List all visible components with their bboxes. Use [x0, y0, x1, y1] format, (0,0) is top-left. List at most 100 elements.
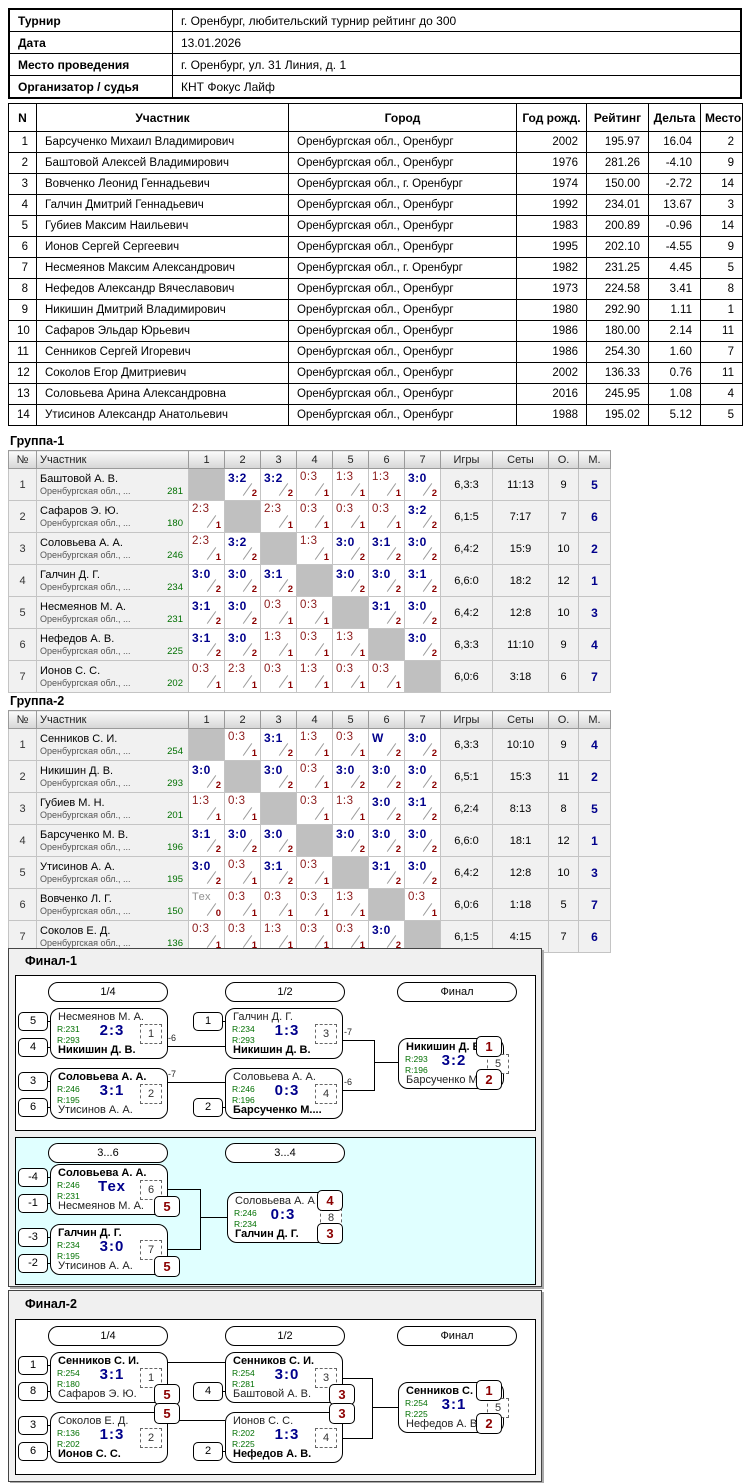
score-main: 3:2 — [228, 471, 247, 485]
info-row: Дата 13.01.2026 — [8, 31, 742, 54]
player-region: Оренбургская обл., ... — [40, 745, 131, 756]
score-points: 1 — [251, 748, 257, 759]
participant-row: 2 Баштовой Алексей Владимирович Оренбургск… — [8, 152, 743, 174]
player-number: 5 — [8, 596, 37, 629]
score-points: 2 — [251, 648, 257, 659]
score-points: 2 — [395, 940, 401, 951]
score-main: 0:3 — [228, 891, 246, 903]
score-cell: 0:3 1 — [296, 468, 333, 501]
sets-cell: 3:18 — [492, 660, 549, 693]
place-cell: 3 — [578, 856, 611, 889]
score-main: 0:3 — [192, 923, 210, 935]
score-cell: 3:0 2 — [332, 532, 369, 565]
score-points: 1 — [359, 748, 365, 759]
participant-city: Оренбургская обл., Оренбург — [288, 278, 517, 300]
group-2-title: Группа-2 — [10, 694, 65, 708]
participant-name: Нефедов Александр Вячеславович — [36, 278, 289, 300]
participant-city: Оренбургская обл., Оренбург — [288, 215, 517, 237]
score-main: 3:0 — [192, 763, 211, 777]
connector-line — [166, 1249, 200, 1250]
round-pill: Финал — [397, 982, 517, 1002]
player-name: Соловьева А. А. — [40, 536, 123, 549]
player-rating-label: R:234 — [232, 1024, 255, 1034]
player-name-cell: Баштовой А. В. Оренбургская обл., ... 281 — [36, 468, 189, 501]
player-name: Галчин Д. Г. — [40, 568, 100, 581]
group-header-cell: 2 — [224, 450, 261, 469]
group-player-row: 5 Утисинов А. А. Оренбургская обл., ... 195… — [8, 856, 611, 889]
participant-place: 4 — [700, 383, 743, 405]
match-card: Галчин Д. Г. Никишин Д. В. R:234 R:293 1:3 3 — [225, 1008, 343, 1059]
score-cell: 0:3 1 — [296, 500, 333, 533]
place-badge: 3 — [317, 1223, 343, 1244]
participant-name: Никишин Дмитрий Владимирович — [36, 299, 289, 321]
participant-year: 1976 — [516, 152, 587, 174]
player-rating-label: R:254 — [405, 1398, 428, 1408]
games-cell: 6,1:5 — [440, 500, 493, 533]
player-number: 2 — [8, 760, 37, 793]
connector-line — [341, 1090, 374, 1091]
participant-row: 4 Галчин Дмитрий Геннадьевич Оренбургская … — [8, 194, 743, 216]
score-points: 1 — [215, 680, 221, 691]
score-main: 0:3 — [228, 795, 246, 807]
group-header-cell: 2 — [224, 710, 261, 729]
score-cell: 3:1 2 — [368, 532, 405, 565]
participants-header-cell: Рейтинг — [586, 103, 649, 132]
round-pill: 3...6 — [48, 1143, 168, 1163]
participant-city: Оренбургская обл., Оренбург — [288, 299, 517, 321]
score-main: 3:0 — [336, 535, 355, 549]
participant-name: Соколов Егор Дмитриевич — [36, 362, 289, 384]
place-badge: 3 — [329, 1403, 355, 1424]
place-badge: 5 — [154, 1384, 180, 1405]
player-name-cell: Галчин Д. Г. Оренбургская обл., ... 234 — [36, 564, 189, 597]
participant-row: 13 Соловьева Арина Александровна Оренбургс… — [8, 383, 743, 405]
place-cell: 7 — [578, 660, 611, 693]
score-main: 0:3 — [336, 923, 354, 935]
score-cell: 3:2 2 — [224, 532, 261, 565]
group-1-title: Группа-1 — [10, 434, 65, 448]
player-region: Оренбургская обл., ... — [40, 777, 131, 788]
match-number-box: 4 — [315, 1083, 337, 1104]
self-cell — [404, 920, 441, 953]
match-card: Соловьева А. А. Несмеянов М. А. R:246 R:231… — [50, 1164, 168, 1215]
player-rating: 281 — [167, 485, 183, 497]
group-player-row: 6 Нефедов А. В. Оренбургская обл., ... 225 3… — [8, 628, 611, 661]
group-header-cell: 1 — [188, 450, 225, 469]
sets-cell: 18:2 — [492, 564, 549, 597]
score-points: 2 — [395, 748, 401, 759]
participant-row: 7 Несмеянов Максим Александрович Оренбургс… — [8, 257, 743, 279]
info-label: Дата — [8, 31, 173, 54]
player-number: 6 — [8, 628, 37, 661]
participant-city: Оренбургская обл., Оренбург — [288, 194, 517, 216]
games-cell: 6,4:2 — [440, 596, 493, 629]
participant-name: Вовченко Леонид Геннадьевич — [36, 173, 289, 195]
score-main: 0:3 — [336, 663, 354, 675]
match-card: Соколов Е. Д. Ионов С. С. R:136 R:202 1:3 2 — [50, 1412, 168, 1463]
participant-delta: 1.11 — [648, 299, 701, 321]
place-cell: 5 — [578, 792, 611, 825]
score-cell: 3:0 2 — [224, 824, 261, 857]
participant-year: 2002 — [516, 362, 587, 384]
place-cell: 4 — [578, 728, 611, 761]
score-main: 0:3 — [228, 923, 246, 935]
player-name: Баштовой А. В. — [40, 472, 119, 485]
participant-city: Оренбургская обл., Оренбург — [288, 404, 517, 426]
player-region: Оренбургская обл., ... — [40, 905, 131, 916]
score-main: 3:1 — [192, 827, 211, 841]
participant-place: 9 — [700, 236, 743, 258]
participant-place: 2 — [700, 131, 743, 153]
self-cell — [404, 660, 441, 693]
sets-cell: 11:10 — [492, 628, 549, 661]
participant-year: 1974 — [516, 173, 587, 195]
group-player-row: 1 Сенников С. И. Оренбургская обл., ... 254… — [8, 728, 611, 761]
group-header-cell: 3 — [260, 710, 297, 729]
score-main: 0:3 — [372, 663, 390, 675]
score-points: 2 — [287, 748, 293, 759]
score-points: 2 — [359, 552, 365, 563]
participant-city: Оренбургская обл., Оренбург — [288, 341, 517, 363]
score-main: 3:0 — [228, 567, 247, 581]
participant-name: Сафаров Эльдар Юрьевич — [36, 320, 289, 342]
player-name: Барсученко М.... — [406, 1074, 483, 1086]
player-name: Барсученко М. В. — [40, 828, 129, 841]
player-rating-label: R:293 — [57, 1035, 80, 1045]
player-region: Оренбургская обл., ... — [40, 645, 131, 656]
